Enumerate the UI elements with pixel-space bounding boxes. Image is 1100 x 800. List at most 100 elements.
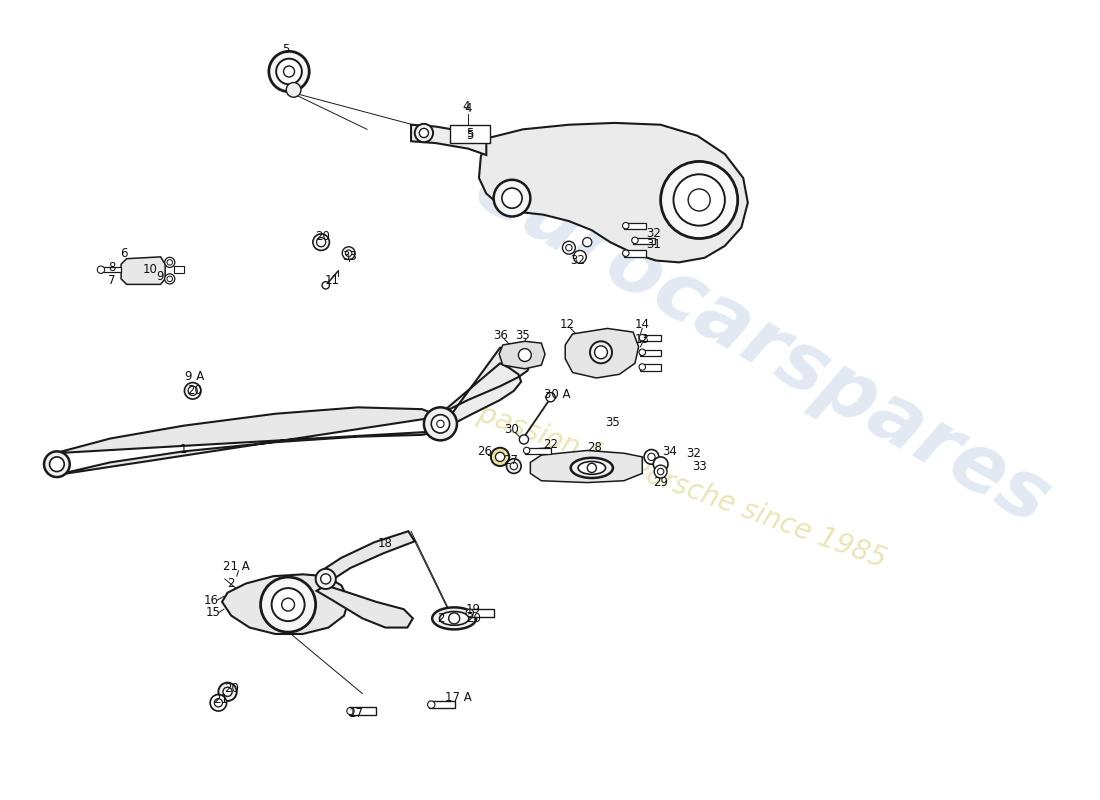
Circle shape <box>272 588 305 621</box>
Polygon shape <box>440 348 530 430</box>
Circle shape <box>210 694 227 711</box>
Bar <box>429 701 455 708</box>
Circle shape <box>639 334 646 341</box>
Polygon shape <box>565 329 639 378</box>
Circle shape <box>165 258 175 267</box>
Circle shape <box>518 349 531 362</box>
Circle shape <box>590 342 612 363</box>
Circle shape <box>261 577 316 632</box>
Circle shape <box>689 189 711 211</box>
Circle shape <box>587 463 596 473</box>
Circle shape <box>431 414 450 433</box>
Circle shape <box>276 58 301 84</box>
Text: 29: 29 <box>653 476 668 489</box>
Circle shape <box>342 246 355 260</box>
Circle shape <box>223 687 232 696</box>
Circle shape <box>428 701 435 708</box>
Bar <box>468 610 494 617</box>
Text: 4: 4 <box>462 100 470 113</box>
Circle shape <box>595 346 607 358</box>
Text: 28: 28 <box>587 442 602 454</box>
Circle shape <box>284 66 295 77</box>
Circle shape <box>658 468 664 474</box>
Text: 1: 1 <box>179 443 187 456</box>
Text: 20: 20 <box>187 384 202 398</box>
Text: 7: 7 <box>108 274 115 287</box>
Text: 18: 18 <box>378 537 393 550</box>
Ellipse shape <box>579 462 606 474</box>
Circle shape <box>583 238 592 246</box>
Circle shape <box>188 386 197 395</box>
Circle shape <box>219 682 236 701</box>
Circle shape <box>673 174 725 226</box>
Circle shape <box>639 364 646 370</box>
Circle shape <box>494 180 530 217</box>
Bar <box>525 448 550 454</box>
Polygon shape <box>478 123 748 262</box>
Ellipse shape <box>440 611 469 626</box>
Circle shape <box>286 82 301 98</box>
Circle shape <box>321 574 331 584</box>
Ellipse shape <box>571 458 613 478</box>
Text: 21: 21 <box>212 693 228 706</box>
Circle shape <box>185 382 201 399</box>
Circle shape <box>424 407 456 440</box>
Circle shape <box>648 454 656 461</box>
Circle shape <box>546 393 556 402</box>
Text: 33: 33 <box>692 459 706 473</box>
Text: 9 A: 9 A <box>185 370 205 382</box>
Polygon shape <box>530 450 642 482</box>
Text: 20: 20 <box>223 682 239 694</box>
Bar <box>450 125 490 143</box>
Circle shape <box>631 237 638 243</box>
Text: 11: 11 <box>324 274 340 287</box>
Text: 26: 26 <box>477 445 492 458</box>
Text: 4: 4 <box>464 102 472 114</box>
Text: 30 A: 30 A <box>543 388 570 401</box>
Text: 30: 30 <box>505 423 519 436</box>
Text: 2: 2 <box>228 577 235 590</box>
Polygon shape <box>55 407 440 475</box>
Text: 6: 6 <box>120 246 128 260</box>
Circle shape <box>524 447 530 454</box>
Polygon shape <box>317 586 412 627</box>
Text: 16: 16 <box>204 594 219 606</box>
Polygon shape <box>323 531 415 580</box>
Text: 20: 20 <box>466 612 481 625</box>
Circle shape <box>268 51 309 92</box>
Circle shape <box>214 698 222 707</box>
Text: 21 A: 21 A <box>223 561 250 574</box>
Circle shape <box>645 450 659 464</box>
Text: 5: 5 <box>283 43 290 56</box>
Text: 19: 19 <box>466 602 481 616</box>
Text: 5: 5 <box>466 130 473 142</box>
Text: 33: 33 <box>342 250 358 263</box>
Text: 35: 35 <box>606 415 620 429</box>
Circle shape <box>510 462 517 470</box>
Text: 12: 12 <box>560 318 574 331</box>
Circle shape <box>466 610 473 617</box>
Circle shape <box>506 458 521 474</box>
Circle shape <box>437 420 444 427</box>
Circle shape <box>322 282 329 289</box>
Circle shape <box>639 349 646 355</box>
Circle shape <box>419 129 429 138</box>
Text: 5: 5 <box>466 127 473 141</box>
Circle shape <box>50 457 64 471</box>
Circle shape <box>44 451 69 477</box>
Circle shape <box>282 598 295 611</box>
Circle shape <box>661 162 738 238</box>
Circle shape <box>654 465 667 478</box>
Circle shape <box>495 452 505 462</box>
Polygon shape <box>411 125 486 155</box>
Text: 17: 17 <box>349 707 363 720</box>
Text: 35: 35 <box>516 330 530 342</box>
Text: 22: 22 <box>543 438 558 450</box>
Text: 9: 9 <box>156 270 164 282</box>
Circle shape <box>449 613 460 624</box>
Bar <box>99 267 121 273</box>
Polygon shape <box>222 574 349 634</box>
Circle shape <box>97 266 104 274</box>
Bar <box>634 238 656 244</box>
Circle shape <box>415 124 433 142</box>
